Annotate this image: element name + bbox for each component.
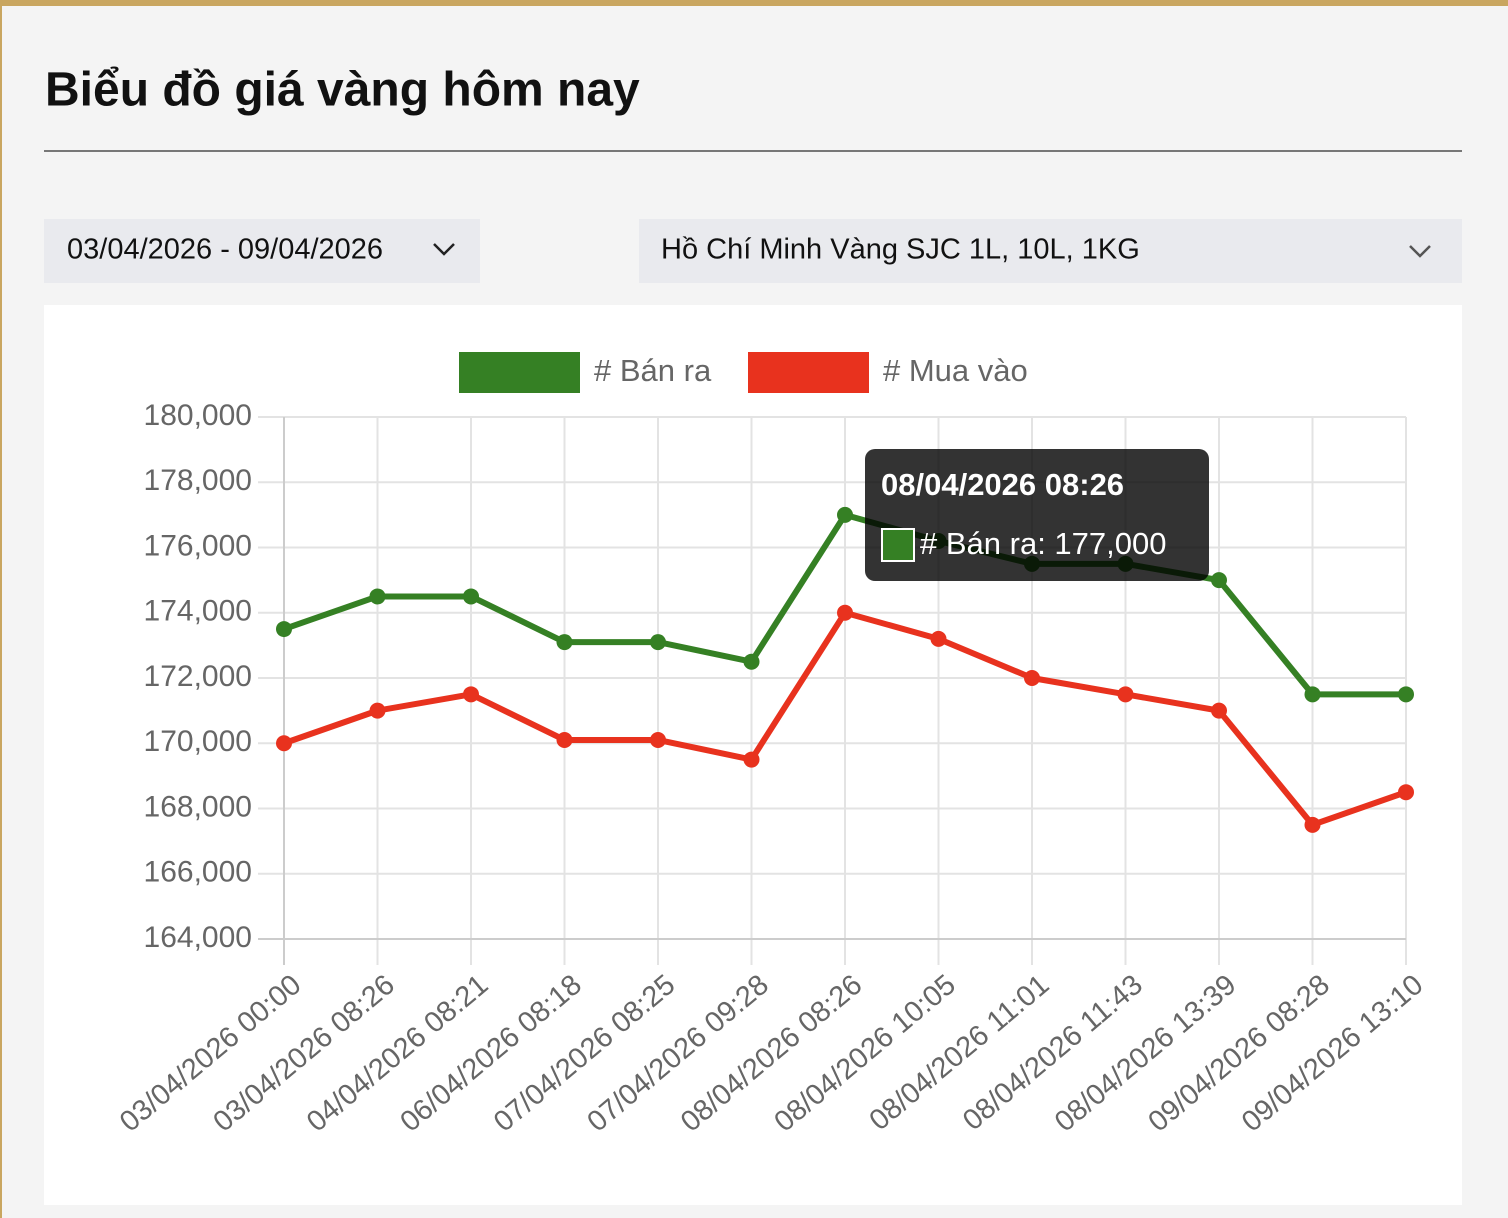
tooltip-title: 08/04/2026 08:26 [881, 467, 1124, 502]
dropdown-label[interactable]: 03/04/2026 - 09/04/2026 [67, 234, 383, 266]
legend-label: # Bán ra [594, 353, 712, 388]
data-point [463, 588, 479, 605]
y-tick-label: 176,000 [144, 529, 252, 562]
data-point [1117, 686, 1134, 703]
y-tick-label: 172,000 [144, 660, 252, 693]
dropdown-box[interactable] [44, 219, 480, 283]
y-tick-label: 164,000 [144, 921, 252, 954]
data-point [556, 634, 573, 651]
data-point [743, 751, 760, 768]
data-point [1304, 686, 1321, 703]
data-point [1398, 784, 1414, 801]
data-point [369, 702, 386, 719]
data-point [1024, 670, 1040, 686]
legend-swatch [748, 352, 869, 393]
y-tick-label: 168,000 [144, 790, 252, 823]
dropdown-box[interactable] [639, 219, 1462, 283]
data-point [650, 634, 666, 651]
data-point [837, 506, 853, 523]
y-tick-label: 180,000 [144, 399, 252, 432]
data-point [743, 653, 760, 670]
data-point [276, 621, 292, 638]
data-point [930, 630, 947, 647]
chevron [433, 243, 455, 256]
legend-swatch [459, 352, 580, 393]
data-point [650, 731, 666, 748]
data-point [1398, 686, 1414, 703]
legend-label: # Mua vào [883, 353, 1028, 388]
tooltip-box [865, 449, 1209, 581]
data-point [369, 588, 386, 605]
date-dropdown[interactable]: 03/04/2026 - 09/04/2026 [44, 219, 480, 283]
data-point [276, 735, 292, 752]
page-title: Biểu đồ giá vàng hôm nay [45, 64, 640, 117]
chevron [1409, 245, 1431, 258]
tooltip-swatch [881, 528, 915, 562]
dropdown-label[interactable]: Hồ Chí Minh Vàng SJC 1L, 10L, 1KG [661, 234, 1140, 266]
product-dropdown[interactable]: Hồ Chí Minh Vàng SJC 1L, 10L, 1KG [639, 219, 1462, 283]
data-point [1211, 702, 1227, 719]
y-tick-label: 170,000 [144, 725, 252, 758]
data-point [463, 686, 479, 703]
tooltip-label: # Bán ra: 177,000 [920, 526, 1166, 561]
data-point [837, 604, 853, 621]
left-border [0, 0, 2, 1218]
y-tick-label: 166,000 [144, 856, 252, 889]
tooltip: 08/04/2026 08:26 # Bán ra: 177,000 [865, 449, 1209, 581]
y-tick-label: 178,000 [144, 464, 252, 497]
y-tick-label: 174,000 [144, 595, 252, 628]
data-point [1304, 816, 1321, 833]
data-point [556, 731, 573, 748]
data-point [1211, 572, 1227, 589]
top-border [0, 0, 1508, 6]
